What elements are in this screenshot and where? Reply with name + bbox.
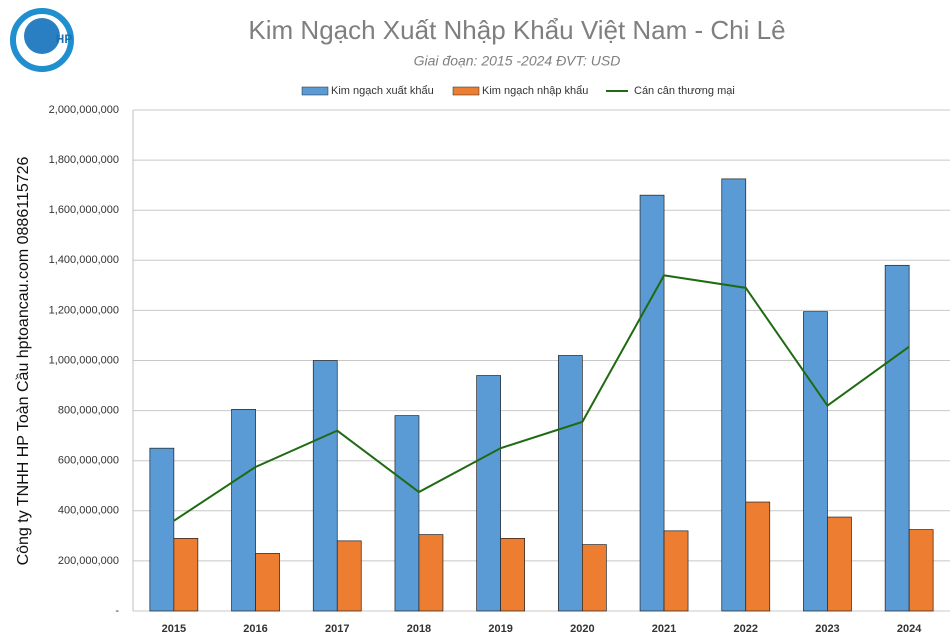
x-tick-label: 2024	[897, 623, 922, 635]
y-tick-label: 200,000,000	[58, 555, 119, 567]
x-tick-label: 2016	[243, 623, 267, 635]
y-tick-label: 1,800,000,000	[49, 154, 119, 166]
bar	[418, 534, 444, 612]
side-text: Công ty TNHH HP Toàn Cầu hptoancau.com 0…	[15, 156, 32, 565]
bar	[721, 178, 747, 612]
bar	[639, 194, 665, 612]
bar	[663, 530, 689, 612]
x-tick-label: 2017	[325, 623, 349, 635]
y-tick-label: 1,600,000,000	[49, 204, 119, 216]
y-tick-label: 1,000,000,000	[49, 354, 119, 366]
y-tick-label: 1,400,000,000	[49, 254, 119, 266]
bar	[557, 355, 583, 612]
x-tick-label: 2018	[407, 623, 431, 635]
bar	[827, 516, 852, 612]
bar	[803, 311, 828, 612]
logo-ring	[10, 8, 74, 72]
bar	[581, 544, 607, 612]
y-tick-label: 2,000,000,000	[49, 104, 119, 116]
x-tick-label: 2019	[488, 623, 512, 635]
bar	[231, 408, 256, 612]
chart-title: Kim Ngạch Xuất Nhập Khẩu Việt Nam - Chi …	[248, 15, 785, 45]
bar	[149, 447, 175, 612]
legend-swatch	[301, 86, 329, 96]
bar	[476, 375, 501, 612]
x-tick-label: 2021	[652, 623, 676, 635]
bar	[394, 415, 420, 612]
chart-subtitle: Giai đoạn: 2015 -2024 ĐVT: USD	[414, 53, 621, 69]
y-tick-label: 600,000,000	[58, 455, 119, 467]
bar	[312, 360, 338, 612]
logo: HP	[10, 8, 74, 72]
line	[173, 274, 910, 522]
legend-swatch	[452, 86, 480, 96]
y-tick-label: 1,200,000,000	[49, 304, 119, 316]
x-tick-label: 2015	[162, 623, 186, 635]
x-tick-label: 2023	[815, 623, 839, 635]
legend-label: Kim ngạch xuất khẩu	[331, 85, 434, 97]
logo-text: HP	[56, 32, 73, 46]
bar	[745, 501, 771, 612]
y-tick-label: 400,000,000	[58, 505, 119, 517]
bar	[908, 529, 934, 612]
logo-globe	[24, 18, 60, 54]
legend-label: Cán cân thương mại	[634, 85, 735, 97]
bar	[884, 264, 910, 612]
bar	[173, 538, 199, 612]
bar	[255, 553, 280, 612]
bar	[500, 538, 525, 612]
y-tick-label: 800,000,000	[58, 405, 119, 417]
y-tick-label: -	[115, 605, 119, 617]
bar	[336, 540, 362, 612]
legend-label: Kim ngạch nhập khẩu	[482, 85, 588, 97]
x-tick-label: 2022	[734, 623, 758, 635]
x-tick-label: 2020	[570, 623, 594, 635]
